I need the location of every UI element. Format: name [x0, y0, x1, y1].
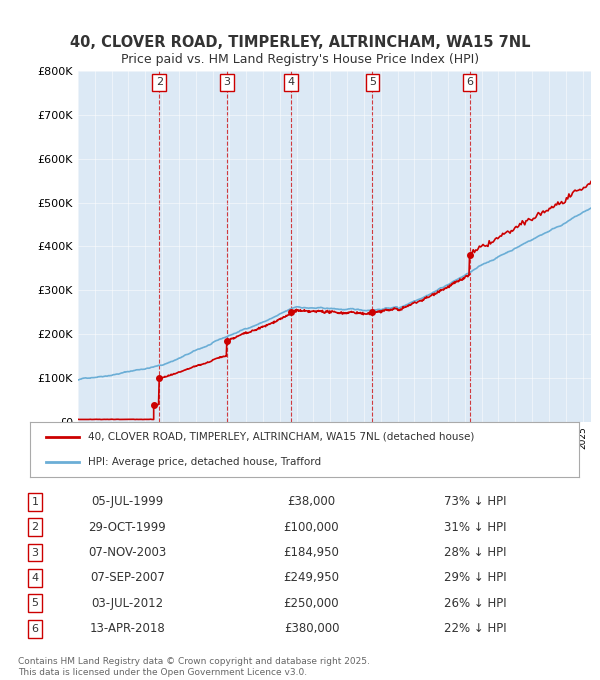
Text: 2: 2 [155, 78, 163, 87]
Text: £380,000: £380,000 [284, 622, 339, 635]
Text: 3: 3 [223, 78, 230, 87]
Text: 5: 5 [369, 78, 376, 87]
Text: HPI: Average price, detached house, Trafford: HPI: Average price, detached house, Traf… [88, 458, 321, 467]
Text: £100,000: £100,000 [284, 521, 340, 534]
Text: 29-OCT-1999: 29-OCT-1999 [88, 521, 166, 534]
Text: £38,000: £38,000 [287, 495, 335, 509]
Text: 1: 1 [32, 497, 38, 507]
Text: 22% ↓ HPI: 22% ↓ HPI [444, 622, 506, 635]
Text: 6: 6 [466, 78, 473, 87]
Text: 3: 3 [32, 547, 38, 558]
Text: 29% ↓ HPI: 29% ↓ HPI [444, 571, 506, 584]
Text: £249,950: £249,950 [284, 571, 340, 584]
Text: 03-JUL-2012: 03-JUL-2012 [91, 597, 163, 610]
Text: £250,000: £250,000 [284, 597, 340, 610]
Text: Price paid vs. HM Land Registry's House Price Index (HPI): Price paid vs. HM Land Registry's House … [121, 52, 479, 66]
Text: 4: 4 [31, 573, 38, 583]
Text: 40, CLOVER ROAD, TIMPERLEY, ALTRINCHAM, WA15 7NL (detached house): 40, CLOVER ROAD, TIMPERLEY, ALTRINCHAM, … [88, 432, 474, 441]
Text: 13-APR-2018: 13-APR-2018 [89, 622, 165, 635]
Text: Contains HM Land Registry data © Crown copyright and database right 2025.
This d: Contains HM Land Registry data © Crown c… [18, 657, 370, 677]
Text: £184,950: £184,950 [284, 546, 340, 559]
Text: 28% ↓ HPI: 28% ↓ HPI [444, 546, 506, 559]
Text: 2: 2 [31, 522, 38, 532]
Text: 07-SEP-2007: 07-SEP-2007 [90, 571, 164, 584]
Text: 05-JUL-1999: 05-JUL-1999 [91, 495, 163, 509]
Text: 40, CLOVER ROAD, TIMPERLEY, ALTRINCHAM, WA15 7NL: 40, CLOVER ROAD, TIMPERLEY, ALTRINCHAM, … [70, 35, 530, 50]
Text: 26% ↓ HPI: 26% ↓ HPI [444, 597, 506, 610]
Text: 73% ↓ HPI: 73% ↓ HPI [444, 495, 506, 509]
Text: 07-NOV-2003: 07-NOV-2003 [88, 546, 166, 559]
Text: 5: 5 [32, 598, 38, 609]
Text: 31% ↓ HPI: 31% ↓ HPI [444, 521, 506, 534]
Text: 4: 4 [288, 78, 295, 87]
Text: 6: 6 [32, 624, 38, 634]
